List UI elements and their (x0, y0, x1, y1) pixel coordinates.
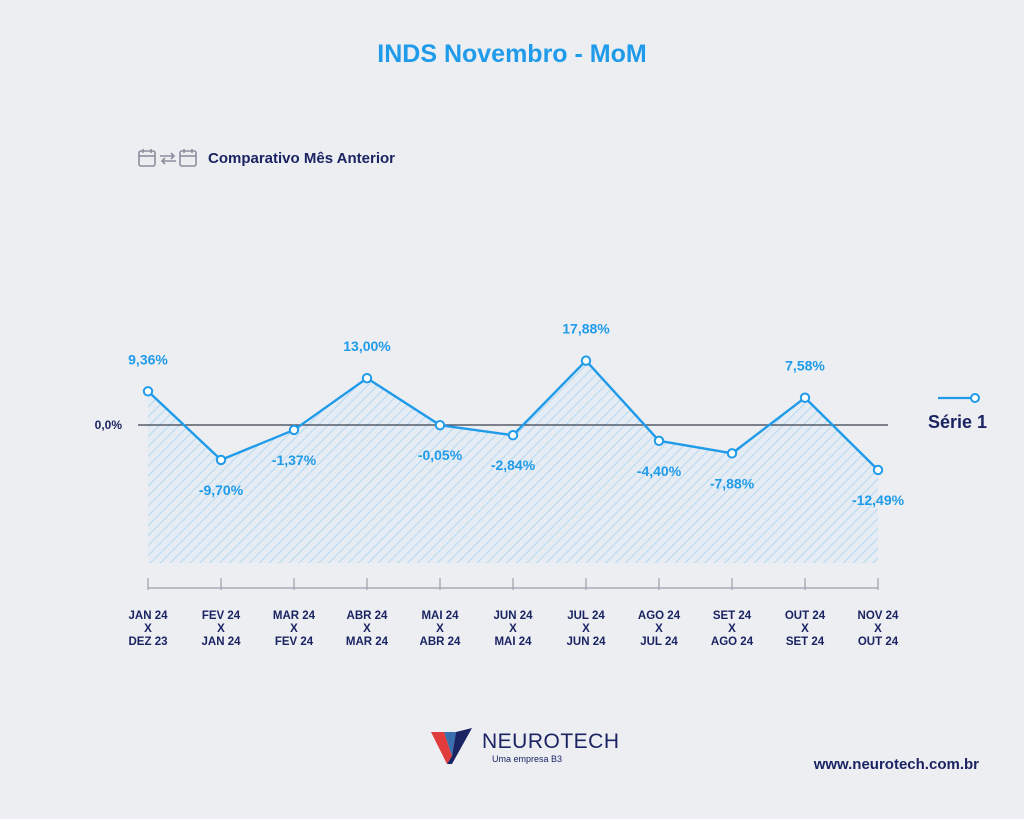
x-tick-label-3-line-3: FEV 24 (275, 636, 314, 648)
chart-subtitle: Comparativo Mês Anterior (138, 147, 395, 169)
x-tick-label-9-line-2: X (728, 623, 736, 635)
x-tick-label-2-line-3: JAN 24 (202, 636, 242, 648)
x-tick-label-6-line-3: MAI 24 (494, 636, 532, 648)
x-tick-label-5-line-2: X (436, 623, 444, 635)
data-point-8 (653, 435, 665, 447)
data-label-3: -1,37% (272, 452, 317, 468)
x-tick-label-8-line-3: JUL 24 (640, 636, 678, 648)
data-label-7: 17,88% (562, 321, 610, 337)
x-tick-label-7-line-3: JUN 24 (567, 636, 607, 648)
brand-name: NEUROTECH (482, 730, 620, 753)
x-tick-label-9-line-3: AGO 24 (711, 636, 754, 648)
x-tick-label-10-line-1: OUT 24 (785, 610, 826, 622)
data-label-6: -2,84% (491, 457, 536, 473)
x-tick-label-6-line-2: X (509, 623, 517, 635)
data-label-8: -4,40% (637, 463, 682, 479)
x-tick-label-3-line-2: X (290, 623, 298, 635)
data-label-9: -7,88% (710, 475, 755, 491)
data-point-11 (872, 464, 884, 476)
neurotech-logo-icon (430, 726, 474, 771)
x-tick-label-7-line-1: JUL 24 (567, 610, 605, 622)
x-tick-label-3-line-1: MAR 24 (273, 610, 316, 622)
website-link[interactable]: www.neurotech.com.br (813, 756, 979, 773)
x-tick-label-4-line-1: ABR 24 (347, 610, 389, 622)
data-label-5: -0,05% (418, 447, 463, 463)
data-point-1 (142, 386, 154, 397)
data-label-2: -9,70% (199, 482, 244, 498)
data-point-3 (288, 424, 300, 436)
data-point-4 (361, 373, 373, 384)
data-point-9 (726, 448, 738, 459)
x-tick-label-2-line-1: FEV 24 (202, 610, 241, 622)
x-tick-label-1-line-1: JAN 24 (129, 610, 169, 622)
series-area (148, 360, 878, 563)
x-tick-label-7-line-2: X (582, 623, 590, 635)
zero-label: 0,0% (95, 418, 123, 432)
x-tick-label-2-line-2: X (217, 623, 225, 635)
x-tick-label-11-line-3: OUT 24 (858, 636, 899, 648)
x-tick-label-5-line-3: ABR 24 (420, 636, 462, 648)
data-point-2 (215, 454, 227, 466)
legend-marker (970, 393, 980, 403)
page-title: INDS Novembro - MoM (377, 40, 647, 68)
x-tick-label-11-line-1: NOV 24 (858, 610, 900, 622)
x-tick-label-1-line-2: X (144, 623, 152, 635)
legend-label: Série 1 (928, 412, 987, 432)
x-tick-label-1-line-3: DEZ 23 (129, 636, 168, 648)
data-point-10 (799, 392, 811, 403)
x-tick-label-4-line-3: MAR 24 (346, 636, 389, 648)
data-label-4: 13,00% (343, 338, 391, 354)
data-label-11: -12,49% (852, 492, 905, 508)
chart-subtitle-text: Comparativo Mês Anterior (208, 149, 395, 167)
calendar-compare-icon (138, 148, 198, 168)
data-point-7 (580, 355, 592, 366)
data-label-1: 9,36% (128, 351, 168, 367)
x-tick-label-9-line-1: SET 24 (713, 610, 752, 622)
x-tick-label-10-line-3: SET 24 (786, 636, 825, 648)
brand-tagline: Uma empresa B3 (492, 754, 563, 764)
neurotech-logo: NEUROTECH Uma empresa B3 (430, 722, 620, 774)
data-point-5 (434, 419, 446, 431)
x-tick-label-10-line-2: X (801, 623, 809, 635)
x-tick-label-11-line-2: X (874, 623, 882, 635)
x-tick-label-8-line-2: X (655, 623, 663, 635)
x-tick-label-4-line-2: X (363, 623, 371, 635)
data-label-10: 7,58% (785, 358, 825, 374)
x-tick-label-5-line-1: MAI 24 (421, 610, 459, 622)
data-point-6 (507, 430, 519, 441)
x-tick-label-8-line-1: AGO 24 (638, 610, 681, 622)
x-tick-label-6-line-1: JUN 24 (494, 610, 534, 622)
